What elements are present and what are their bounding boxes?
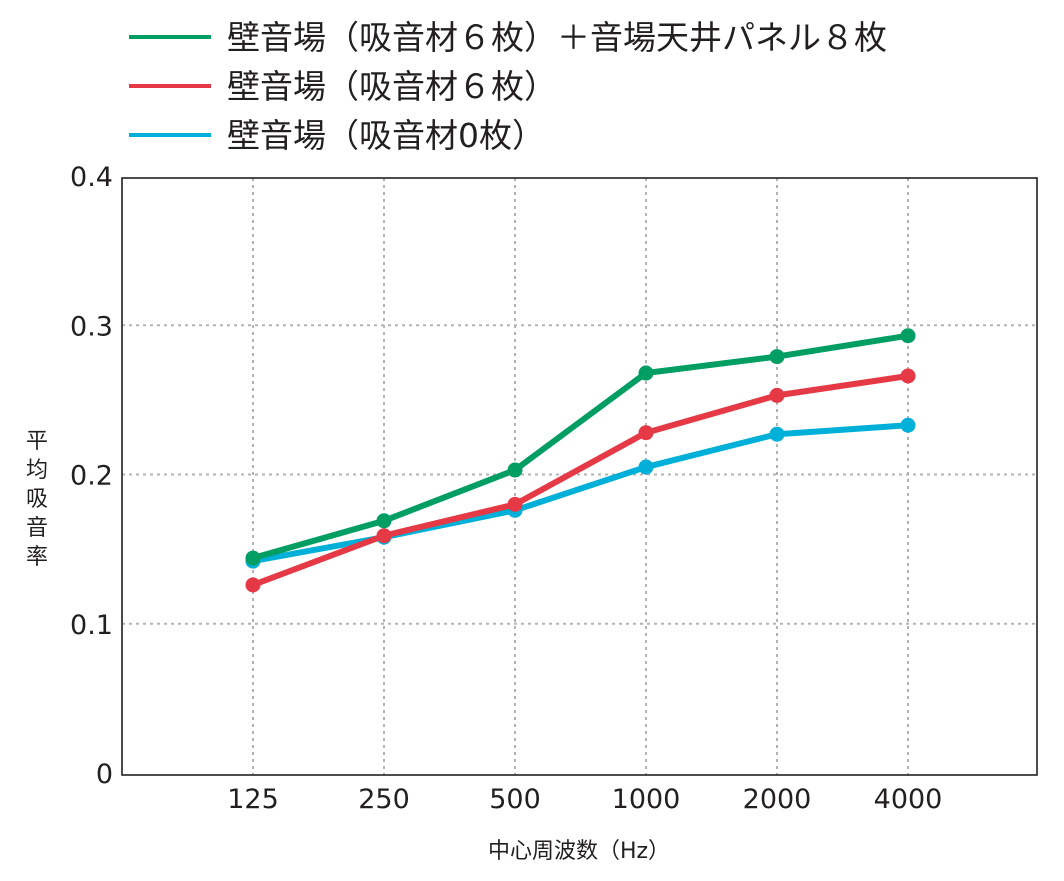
y-axis-title-char: 率 <box>26 545 48 570</box>
x-tick-label: 4000 <box>874 784 943 815</box>
data-point-1-1 <box>376 528 392 544</box>
legend-label-1: 壁音場（吸音材６枚） <box>227 67 557 106</box>
data-point-1-2 <box>507 496 523 512</box>
legend-label-2: 壁音場（吸音材0枚） <box>227 116 545 155</box>
chart-grid <box>122 178 1037 775</box>
y-tick-label: 0.2 <box>70 461 113 492</box>
y-axis-title-char: 平 <box>26 429 48 454</box>
data-point-1-5 <box>900 368 916 384</box>
data-point-0-1 <box>376 513 392 529</box>
y-axis-title-char: 音 <box>26 516 48 541</box>
y-tick-label: 0.3 <box>70 311 113 342</box>
data-point-0-0 <box>245 550 261 566</box>
x-axis-ticks: 125 250 500 1000 2000 4000 <box>227 784 942 815</box>
series-line-2 <box>250 422 911 565</box>
data-point-2-4 <box>769 426 785 442</box>
y-tick-label: 0.4 <box>70 162 113 193</box>
data-point-2-3 <box>638 459 654 475</box>
series-1 <box>245 368 916 593</box>
y-axis-title-char: 吸 <box>26 487 48 512</box>
x-axis-title: 中心周波数（Hz） <box>488 839 670 864</box>
data-point-0-4 <box>769 349 785 365</box>
data-point-0-2 <box>507 462 523 478</box>
y-axis-title: 平均吸音率 <box>26 429 48 570</box>
series-line-0 <box>250 332 911 562</box>
series-layer <box>245 328 916 593</box>
y-tick-label: 0.1 <box>70 610 113 641</box>
x-tick-label: 2000 <box>743 784 812 815</box>
data-point-0-3 <box>638 365 654 381</box>
data-point-1-3 <box>638 425 654 441</box>
series-0 <box>245 328 916 566</box>
y-axis-title-char: 均 <box>26 458 48 483</box>
series-2 <box>245 417 916 569</box>
data-point-1-0 <box>245 577 261 593</box>
x-tick-label: 125 <box>227 784 279 815</box>
series-line-1 <box>250 372 911 588</box>
y-axis-ticks: 0 0.1 0.2 0.3 0.4 <box>70 162 113 790</box>
x-tick-label: 1000 <box>612 784 681 815</box>
plot-area-frame <box>121 177 1038 776</box>
x-tick-label: 250 <box>358 784 410 815</box>
y-tick-label: 0 <box>96 759 113 790</box>
x-tick-label: 500 <box>489 784 541 815</box>
data-point-2-5 <box>900 417 916 433</box>
data-point-1-4 <box>769 387 785 403</box>
legend-label-0: 壁音場（吸音材６枚）＋音場天井パネル８枚 <box>227 18 887 57</box>
data-point-0-5 <box>900 328 916 344</box>
